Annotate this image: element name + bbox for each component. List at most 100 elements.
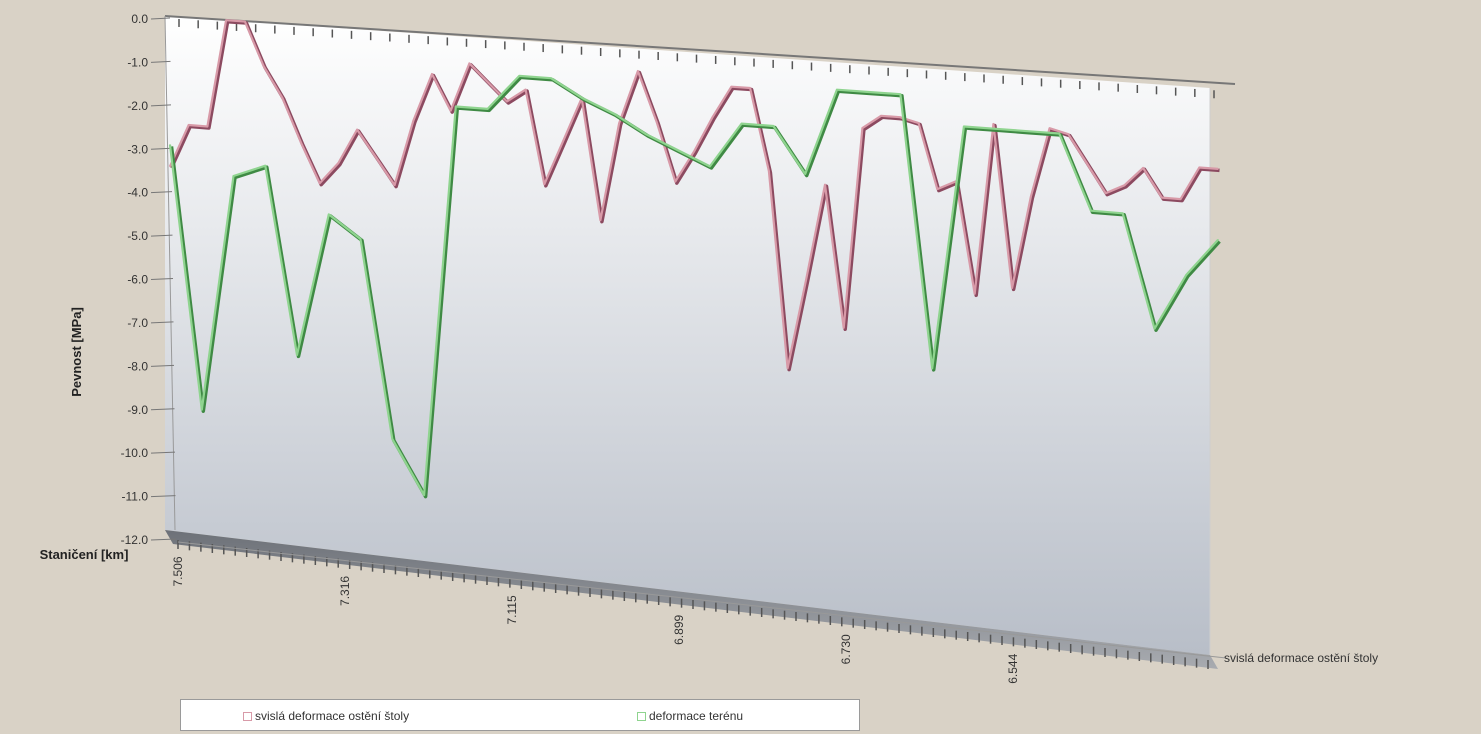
y-tick [150, 538, 177, 541]
series-2-point [963, 125, 965, 128]
left-edge [164, 15, 176, 531]
series-2-point [1026, 130, 1029, 132]
series-1-point [375, 156, 377, 159]
series-layer [168, 19, 1221, 499]
series-1-point [431, 73, 433, 75]
series-2-point [423, 494, 425, 496]
series-2-point [772, 125, 775, 127]
series-1-point [618, 122, 620, 125]
series-1-point [899, 116, 901, 118]
series-1-point [674, 180, 677, 183]
y-tick-label: -3.0 [127, 142, 148, 156]
legend-label-1: svislá deformace ostění štoly [255, 709, 410, 723]
series-2-point [899, 93, 902, 96]
y-tick-label: -4.0 [127, 186, 148, 200]
series-1-point [1217, 168, 1219, 170]
series-2-point [232, 175, 235, 177]
series-2-point [359, 238, 362, 240]
series-2-point [486, 108, 489, 110]
x-tick-label: 6.899 [672, 615, 686, 645]
series-1-point [281, 96, 284, 99]
series-1-point [992, 123, 995, 125]
series-2-point [550, 77, 552, 79]
plot-wall [164, 15, 1236, 669]
x-axis: 7.506 7.316 7.115 6.899 6.730 6.544 [171, 540, 1227, 684]
y-tick [150, 278, 174, 280]
series-2-point [804, 173, 806, 175]
x-tick-label: 7.316 [338, 576, 352, 606]
y-tick-label: -2.0 [127, 99, 148, 113]
plot-floor [165, 530, 1218, 669]
series-1-point [562, 140, 564, 143]
series-2-point [296, 354, 298, 356]
series-1-point [936, 188, 939, 190]
y-tick-label: -5.0 [127, 229, 148, 243]
y-tick-label: -11.0 [122, 490, 149, 504]
series-2-point [518, 75, 521, 77]
series-2-line [168, 74, 1219, 497]
legend-item-1[interactable]: svislá deformace ostění štoly [243, 709, 409, 723]
series-1-point [449, 109, 452, 112]
series-2-point [1058, 132, 1061, 135]
series-1-point [318, 182, 321, 185]
series-2-point [264, 164, 267, 167]
series-1-point [412, 120, 415, 122]
series-1-point [1198, 166, 1201, 169]
y-tick [150, 234, 173, 237]
series-1-point [524, 88, 527, 91]
series-1-point [824, 183, 826, 186]
series-2 [168, 74, 1221, 499]
series-1-point [917, 122, 920, 124]
series-1-point [1030, 195, 1032, 198]
series-1-point [1048, 127, 1051, 129]
series-2-point [931, 367, 933, 370]
series-1-point [356, 128, 358, 131]
series-1-point [880, 114, 882, 117]
legend: svislá deformace ostění štoly deformace … [180, 699, 860, 731]
x-axis-title: Staničení [km] [40, 547, 129, 562]
x-tick-label: 7.115 [505, 595, 519, 624]
series-2-point [169, 144, 171, 146]
series-2-point [1090, 209, 1092, 212]
series-1-point [637, 70, 639, 72]
series-1-point [506, 100, 508, 103]
series-2-point [613, 113, 616, 115]
series-2-point [1185, 274, 1188, 276]
series-1-point [187, 124, 190, 126]
series-1-point [1161, 196, 1163, 199]
series-2-point [455, 105, 457, 108]
series-1-point [655, 120, 658, 123]
series-1-point [169, 165, 171, 168]
legend-label-2: deformace terénu [649, 709, 744, 723]
x-tick-label: 6.544 [1006, 653, 1020, 683]
y-tick-label: -7.0 [127, 316, 148, 330]
series-2-point [740, 122, 743, 125]
series-1-point [300, 141, 302, 144]
series-1-point [711, 116, 714, 118]
series-1-shadow [169, 19, 1220, 372]
series-1-point [768, 170, 770, 172]
series-1-point [1011, 287, 1013, 289]
series-2-point [1153, 327, 1156, 330]
series-1-point [1179, 198, 1182, 200]
y-tick [150, 17, 171, 20]
series-1-point [206, 125, 209, 128]
series-2-point [1121, 212, 1124, 215]
series-1-point [1142, 167, 1144, 169]
y-tick-label: -6.0 [127, 273, 148, 287]
series-1-point [393, 184, 396, 186]
x-axis-line [177, 541, 1227, 659]
series-1-point [1067, 133, 1070, 136]
series-1-point [805, 277, 808, 280]
series-2-point [327, 213, 330, 216]
y-tick-label: -12.0 [121, 533, 149, 547]
top-edge [164, 15, 1236, 85]
series-1-point [1086, 162, 1088, 165]
x-tick-label: 6.730 [839, 634, 853, 664]
y-tick [150, 60, 171, 63]
series-1-point [487, 81, 489, 84]
legend-item-2[interactable]: deformace terénu [637, 709, 743, 723]
series-1 [168, 19, 1220, 372]
